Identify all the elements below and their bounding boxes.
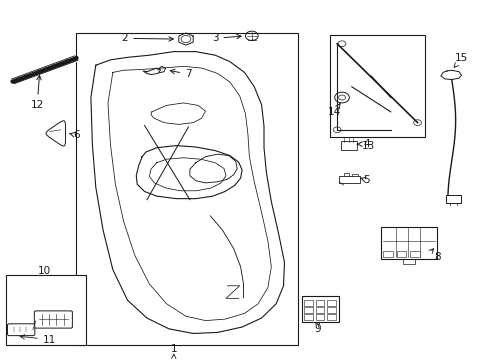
Bar — [329, 35, 424, 137]
Text: 1: 1 — [170, 343, 177, 354]
Text: 10: 10 — [38, 266, 51, 276]
Text: 12: 12 — [31, 75, 44, 110]
Bar — [302, 296, 338, 321]
Bar — [5, 275, 86, 345]
Bar — [380, 226, 436, 259]
Bar — [326, 307, 335, 313]
Bar — [315, 300, 324, 306]
Text: 13: 13 — [362, 141, 375, 151]
Bar — [396, 251, 406, 257]
Text: 15: 15 — [454, 53, 467, 63]
Text: 11: 11 — [20, 334, 56, 345]
Bar — [326, 315, 335, 320]
Text: 6: 6 — [70, 130, 80, 140]
Bar — [326, 300, 335, 306]
Bar — [315, 307, 324, 313]
Text: 2: 2 — [122, 33, 173, 43]
Bar — [382, 251, 392, 257]
FancyBboxPatch shape — [338, 176, 359, 183]
Text: 5: 5 — [360, 175, 369, 185]
Bar — [76, 33, 298, 345]
Bar — [315, 315, 324, 320]
Text: 4: 4 — [357, 139, 369, 149]
FancyBboxPatch shape — [34, 311, 72, 328]
Bar — [304, 300, 313, 306]
Text: 8: 8 — [433, 252, 440, 262]
Bar — [445, 195, 460, 203]
FancyBboxPatch shape — [340, 141, 356, 149]
Bar — [304, 307, 313, 313]
Text: 9: 9 — [314, 324, 320, 334]
Bar — [304, 315, 313, 320]
Text: 14: 14 — [327, 104, 341, 117]
Text: 3: 3 — [211, 33, 241, 43]
FancyBboxPatch shape — [7, 324, 35, 336]
Bar — [409, 251, 419, 257]
Text: 7: 7 — [170, 69, 191, 79]
